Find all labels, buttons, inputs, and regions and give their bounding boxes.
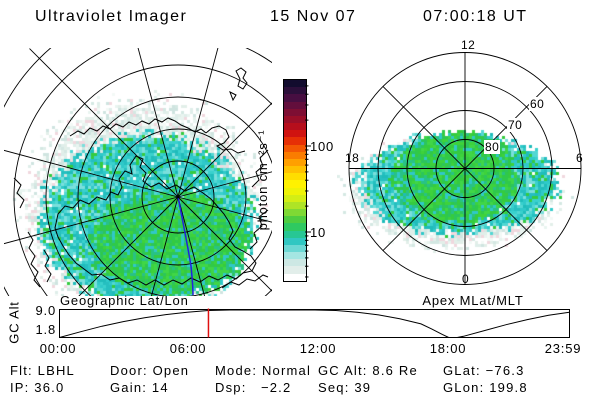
- colorbar-band: [284, 166, 306, 174]
- status-mode: Mode: Normal: [215, 363, 312, 378]
- mlat-label-60: 60: [529, 97, 546, 111]
- status-gcalt: GC Alt: 8.6 Re: [318, 363, 418, 378]
- colorbar-band: [284, 115, 306, 124]
- colorbar-band: [284, 201, 306, 210]
- status-ip: IP: 36.0: [10, 380, 65, 395]
- status-flt: Flt: LBHL: [10, 363, 75, 378]
- header-date: 15 Nov 07: [270, 8, 357, 25]
- colorbar-band: [284, 230, 306, 238]
- colorbar-band: [284, 158, 306, 167]
- colorbar-band: [284, 151, 306, 159]
- colorbar-band: [284, 108, 306, 116]
- colorbar-band: [284, 259, 306, 267]
- mlt-label-6: 6: [576, 151, 584, 165]
- colorbar-band: [284, 94, 306, 102]
- timeline-ytick-top: 9.0: [35, 303, 56, 318]
- timeline-ytick-bottom: 1.8: [35, 322, 56, 337]
- colorbar-ticks: [305, 85, 311, 278]
- colorbar-band: [284, 130, 306, 138]
- timeline-xtick-0600: 06:00: [169, 341, 207, 356]
- geo-map-grid: [4, 48, 272, 296]
- timeline-xtick-0000: 00:00: [39, 341, 77, 356]
- colorbar-band: [284, 237, 306, 245]
- mlt-label-18: 18: [345, 151, 360, 165]
- status-door: Door: Open: [110, 363, 190, 378]
- apex-polar-grid: [348, 52, 582, 285]
- timeline-ylabel: GC Alt: [6, 301, 22, 344]
- status-glat: GLat: −76.3: [443, 363, 525, 378]
- status-seq: Seq: 39: [318, 380, 372, 395]
- colorbar-band: [284, 223, 306, 231]
- gc-alt-timeline-plot: [59, 308, 570, 338]
- colorbar-band: [284, 273, 306, 281]
- colorbar-band: [284, 101, 306, 109]
- timeline-xtick-2359: 23:59: [544, 341, 582, 356]
- colorbar-band: [284, 137, 306, 145]
- colorbar-band: [284, 266, 306, 274]
- timeline-xtick-1200: 12:00: [299, 341, 337, 356]
- colorbar-band: [284, 187, 306, 195]
- colorbar-band: [284, 252, 306, 260]
- mlt-label-12: 12: [461, 38, 476, 52]
- colorbar-band: [284, 144, 306, 152]
- colorbar-band: [284, 209, 306, 217]
- colorbar-tick-100: 100: [310, 139, 335, 154]
- mlt-label-0: 0: [462, 272, 470, 286]
- colorbar-band: [284, 87, 306, 95]
- colorbar-band: [284, 123, 306, 131]
- colorbar-band: [284, 216, 306, 224]
- timeline-xtick-1800: 18:00: [429, 341, 467, 356]
- colorbar-band: [284, 244, 306, 253]
- status-dsp: Dsp: −2.2: [215, 380, 292, 395]
- colorbar-band: [284, 180, 306, 188]
- header-time: 07:00:18 UT: [423, 8, 528, 25]
- status-glon: GLon: 199.8: [443, 380, 528, 395]
- mlat-label-80: 80: [484, 140, 501, 154]
- colorbar-label: photon cm⁻²s⁻¹: [255, 129, 270, 231]
- colorbar-band: [284, 194, 306, 202]
- colorbar-tick-10: 10: [310, 225, 327, 240]
- colorbar-band: [284, 80, 306, 88]
- app-title: Ultraviolet Imager: [35, 8, 188, 25]
- geo-map-caption: Geographic Lat/Lon: [60, 293, 189, 308]
- status-gain: Gain: 14: [110, 380, 169, 395]
- colorbar: [283, 79, 307, 282]
- mlat-label-70: 70: [507, 118, 524, 132]
- apex-caption: Apex MLat/MLT: [422, 293, 524, 308]
- colorbar-band: [284, 173, 306, 181]
